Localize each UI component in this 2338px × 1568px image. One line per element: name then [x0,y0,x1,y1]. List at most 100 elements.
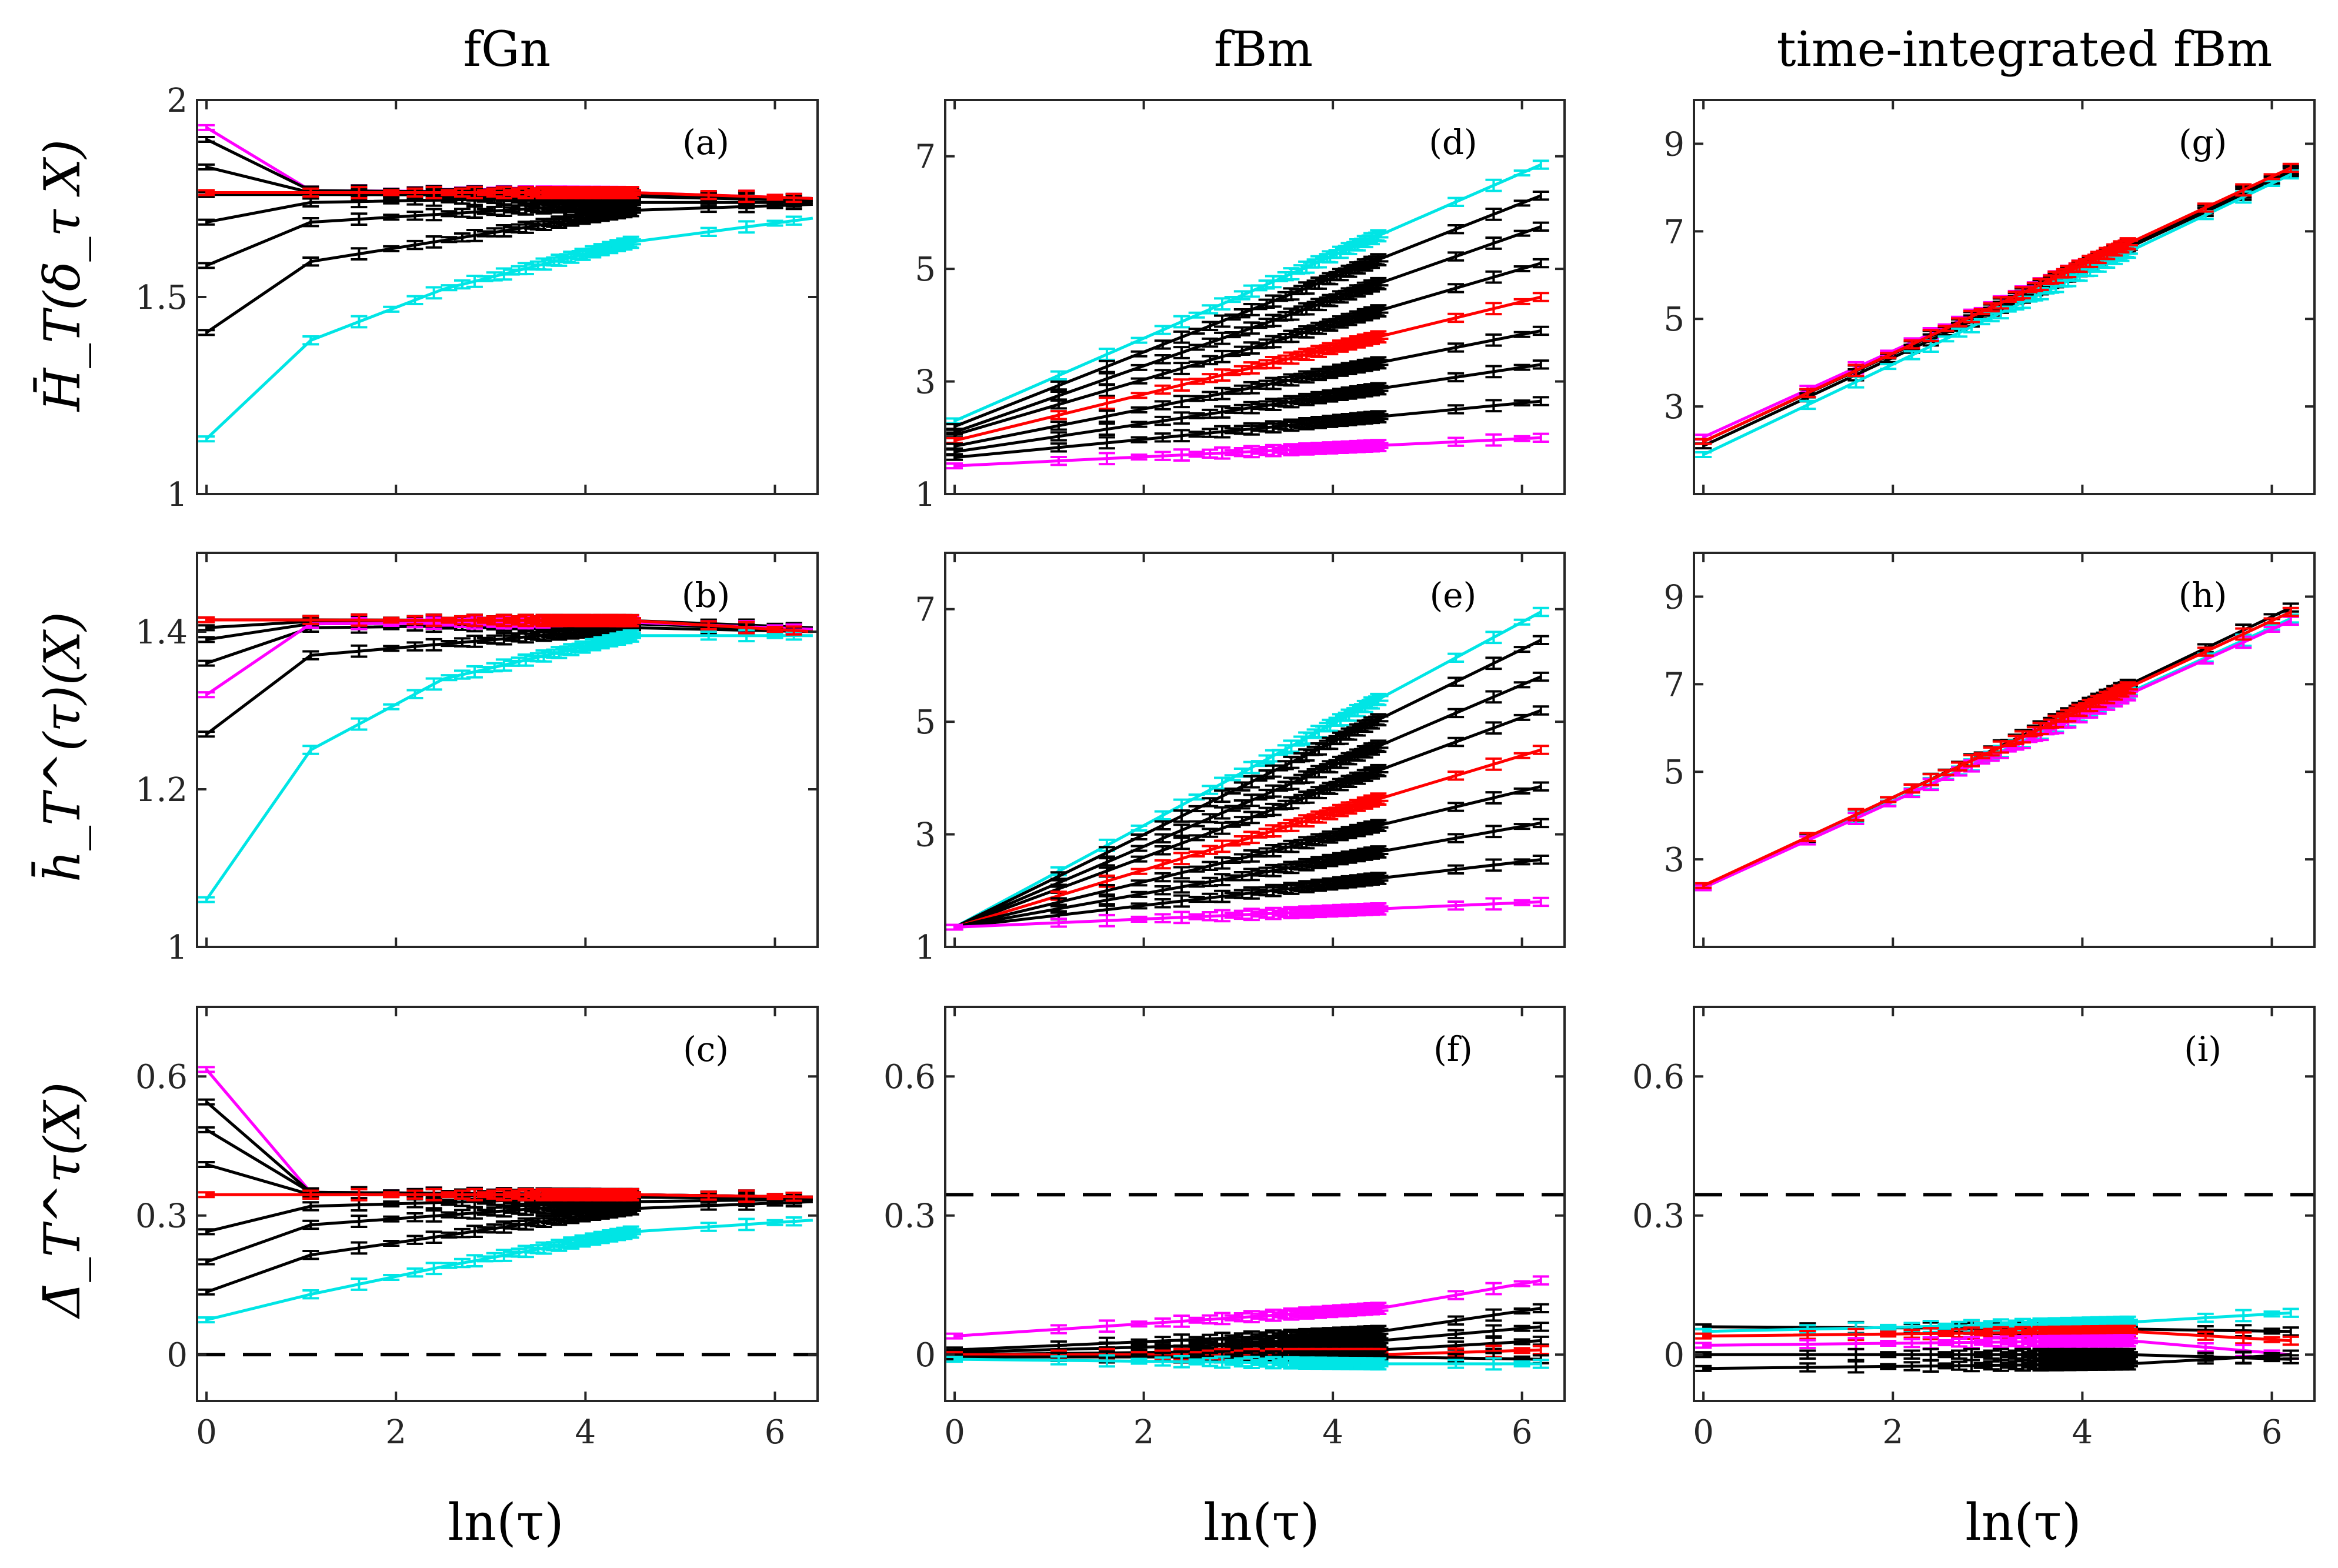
panel-label-g: (g) [2179,122,2227,162]
error-bar [2121,1318,2138,1326]
error-bar [198,624,215,632]
error-bar [1130,1320,1148,1328]
error-bar [1130,868,1148,875]
error-bar [425,638,442,652]
error-bar [1973,1339,1990,1346]
error-bar [1173,378,1190,392]
error-bar [622,186,639,199]
error-bar [1098,1354,1115,1368]
y-tick-label: 0.3 [135,1197,188,1236]
error-bar [1250,448,1268,455]
error-bar [1485,236,1502,250]
series-group [198,613,813,903]
error-bar [1847,808,1865,822]
error-bar [1154,369,1171,379]
error-bar [1372,766,1389,774]
error-bar [1485,333,1502,347]
error-bar [700,630,717,641]
error-bar [766,626,783,633]
error-bar [1485,207,1502,221]
series-line-red [954,295,1542,442]
error-bar [1880,1339,1897,1347]
error-bar [302,1250,319,1260]
error-bar [198,435,215,443]
error-bar [198,1228,215,1236]
error-bar [1950,1360,1967,1371]
series-line-black [206,195,813,224]
error-bar [1695,451,1712,459]
error-bar [406,239,423,251]
error-bar [1903,350,1920,361]
error-bar [351,186,368,199]
error-bar [1372,875,1389,882]
series-group [198,1066,813,1324]
error-bar [425,1209,442,1223]
error-bar [1154,1356,1171,1367]
series-group [1695,162,2299,459]
error-bar [1173,346,1190,359]
error-bar [1372,695,1389,702]
error-bar [425,1230,442,1244]
error-bar [1154,325,1171,335]
error-bar [302,745,319,755]
error-bar [738,1189,755,1203]
error-bar [946,453,963,461]
error-bar [1513,646,1530,653]
error-bar [1214,873,1231,887]
error-bar [2000,1329,2017,1337]
error-bar [1448,223,1465,235]
error-bar [1973,318,1990,326]
error-bar [2032,1358,2049,1372]
error-bar [1370,439,1387,452]
error-bar [700,202,717,213]
series-line-black [954,858,1542,929]
error-bar [1188,850,1205,858]
error-bar [351,212,368,226]
error-bar [503,1191,520,1199]
error-bar [406,187,423,198]
error-bar [486,615,503,626]
error-bar [1173,330,1190,344]
error-bar [1983,1360,2000,1371]
error-bar [624,632,641,639]
error-bar [2121,239,2138,246]
x-tick-label: 6 [1512,1413,1533,1452]
error-bar [1154,859,1171,870]
error-bar [2235,1350,2252,1365]
error-bar [2032,1335,2049,1349]
error-bar [1173,894,1190,908]
series-line-black [205,203,813,334]
error-bar [1154,354,1171,365]
error-bar [1202,797,1219,808]
error-bar [441,616,458,624]
error-bar [1224,331,1241,339]
error-bar [1173,836,1190,850]
error-bar [198,1126,215,1133]
error-bar [624,238,641,246]
error-bar [1050,1355,1067,1366]
error-bar [503,189,520,196]
error-bar [1880,363,1897,371]
error-bar [1513,1347,1530,1355]
axes-box [944,1006,1566,1402]
error-bar [406,1189,423,1200]
error-bar [535,186,552,199]
error-bar [1050,410,1067,421]
error-bar [1202,304,1219,315]
series-group [946,606,1549,931]
error-bar [198,135,215,144]
error-bar [466,1206,483,1220]
series-line-cyan [206,1219,813,1322]
error-bar [383,1239,400,1247]
error-bar [486,1189,503,1200]
error-bar [766,1219,783,1226]
error-bar [2121,683,2138,691]
error-bar [486,187,503,198]
error-bar [1130,902,1148,910]
error-bar [198,262,215,269]
error-bar [383,1191,400,1199]
error-bar [1448,802,1465,812]
error-bar [1154,451,1171,461]
error-bar [1532,671,1549,682]
error-bar [198,1191,215,1199]
